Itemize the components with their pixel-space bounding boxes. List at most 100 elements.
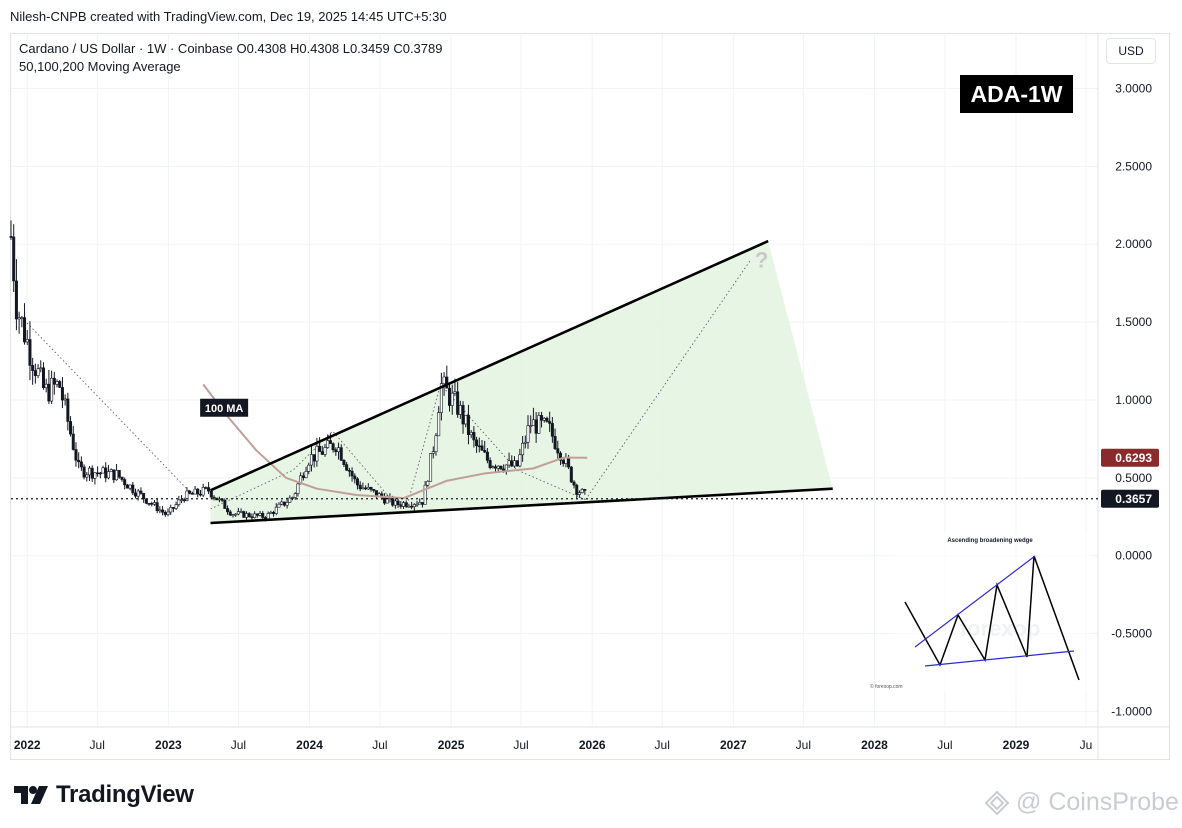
candle-body — [152, 502, 156, 505]
candle-body — [366, 487, 370, 490]
candle-body — [488, 460, 492, 468]
candle-body — [442, 376, 446, 384]
candle-body — [31, 365, 35, 371]
candle-body — [101, 467, 105, 474]
candle-body — [71, 433, 75, 450]
inset-credit: © forexop.com — [870, 683, 903, 690]
candle-body — [448, 387, 452, 406]
candle-body — [483, 450, 487, 453]
candle-body — [163, 511, 167, 515]
candle-body — [358, 484, 362, 490]
candle-body — [158, 509, 162, 512]
candle-body — [485, 451, 489, 461]
candle-body — [564, 457, 568, 464]
candle-body — [185, 490, 189, 501]
candle-body — [79, 461, 83, 468]
inset-upper-line — [914, 555, 1036, 648]
candle-body — [569, 466, 573, 483]
candle-body — [542, 417, 546, 421]
candle-body — [580, 489, 584, 493]
candle-body — [396, 500, 400, 506]
candle-body — [188, 490, 192, 494]
candle-body — [491, 466, 495, 468]
candle-body — [50, 377, 54, 402]
candle-body — [174, 504, 178, 509]
candle-body — [55, 381, 59, 385]
x-tick-label: 2025 — [438, 738, 465, 752]
candle-body — [125, 484, 129, 489]
candle-body — [142, 493, 146, 500]
candle-body — [318, 445, 322, 452]
x-tick-label: 2029 — [1003, 738, 1030, 752]
candle-body — [339, 447, 343, 461]
chart-created-caption: Nilesh-CNPB created with TradingView.com… — [10, 9, 447, 24]
tradingview-logo[interactable]: TradingView — [14, 781, 194, 809]
candle-body — [401, 502, 405, 507]
candle-body — [90, 467, 94, 479]
candle-body — [439, 383, 443, 413]
candle-body — [266, 513, 270, 520]
candle-body — [512, 460, 516, 467]
candle-body — [364, 487, 368, 490]
tradingview-logo-text: TradingView — [56, 781, 194, 808]
candle-body — [69, 421, 73, 435]
candle-body — [499, 465, 503, 470]
candle-body — [207, 487, 211, 492]
candle-body — [272, 512, 276, 514]
candle-body — [39, 367, 43, 370]
x-tick-label: 2024 — [296, 738, 323, 752]
candle-body — [217, 498, 221, 501]
candle-body — [293, 493, 297, 498]
candle-body — [106, 471, 110, 479]
candle-body — [66, 398, 70, 422]
currency-button[interactable]: USD — [1106, 38, 1156, 64]
candle-body — [515, 460, 519, 467]
candle-body — [198, 493, 202, 496]
candle-body — [418, 502, 422, 505]
question-mark: ? — [755, 248, 768, 273]
candle-body — [47, 383, 51, 402]
candle-body — [204, 487, 208, 489]
candle-body — [540, 415, 544, 421]
y-tick-label: 0.0000 — [1115, 549, 1152, 563]
candle-body — [347, 469, 351, 472]
candle-body — [372, 489, 376, 491]
candle-body — [117, 470, 121, 478]
candle-body — [74, 449, 78, 461]
candle-body — [36, 368, 40, 376]
candle-body — [277, 503, 281, 508]
candle-body — [461, 405, 465, 425]
y-tick-label: 1.0000 — [1115, 393, 1152, 407]
x-tick-label: Ju — [1080, 738, 1093, 752]
candle-body — [112, 469, 116, 481]
candle-body — [155, 502, 159, 512]
x-tick-label: Jul — [655, 738, 670, 752]
candle-body — [420, 502, 424, 505]
candle-body — [41, 367, 45, 388]
candle-body — [558, 452, 562, 461]
candle-body — [190, 493, 194, 495]
candle-body — [458, 405, 462, 415]
candle-body — [253, 513, 257, 518]
candle-body — [226, 508, 230, 513]
wedge-lower-line — [210, 487, 833, 525]
candle-body — [510, 460, 514, 467]
candle-body — [537, 415, 541, 434]
candle-body — [464, 415, 468, 425]
candle-body — [567, 457, 571, 468]
y-tick-label: 0.5000 — [1115, 471, 1152, 485]
candle-body — [369, 487, 373, 490]
candle-body — [472, 432, 476, 441]
candle-body — [337, 447, 341, 453]
chart-title-box — [960, 75, 1073, 113]
symbol-legend[interactable]: Cardano / US Dollar · 1W · Coinbase O0.4… — [19, 40, 442, 76]
candle-body — [407, 505, 411, 508]
candle-body — [223, 500, 227, 509]
candle-body — [577, 492, 581, 495]
candle-body — [518, 454, 522, 467]
inset-lower-line — [924, 650, 1075, 667]
candle-body — [445, 376, 449, 389]
candle-body — [139, 490, 143, 494]
candle-body — [25, 339, 29, 343]
